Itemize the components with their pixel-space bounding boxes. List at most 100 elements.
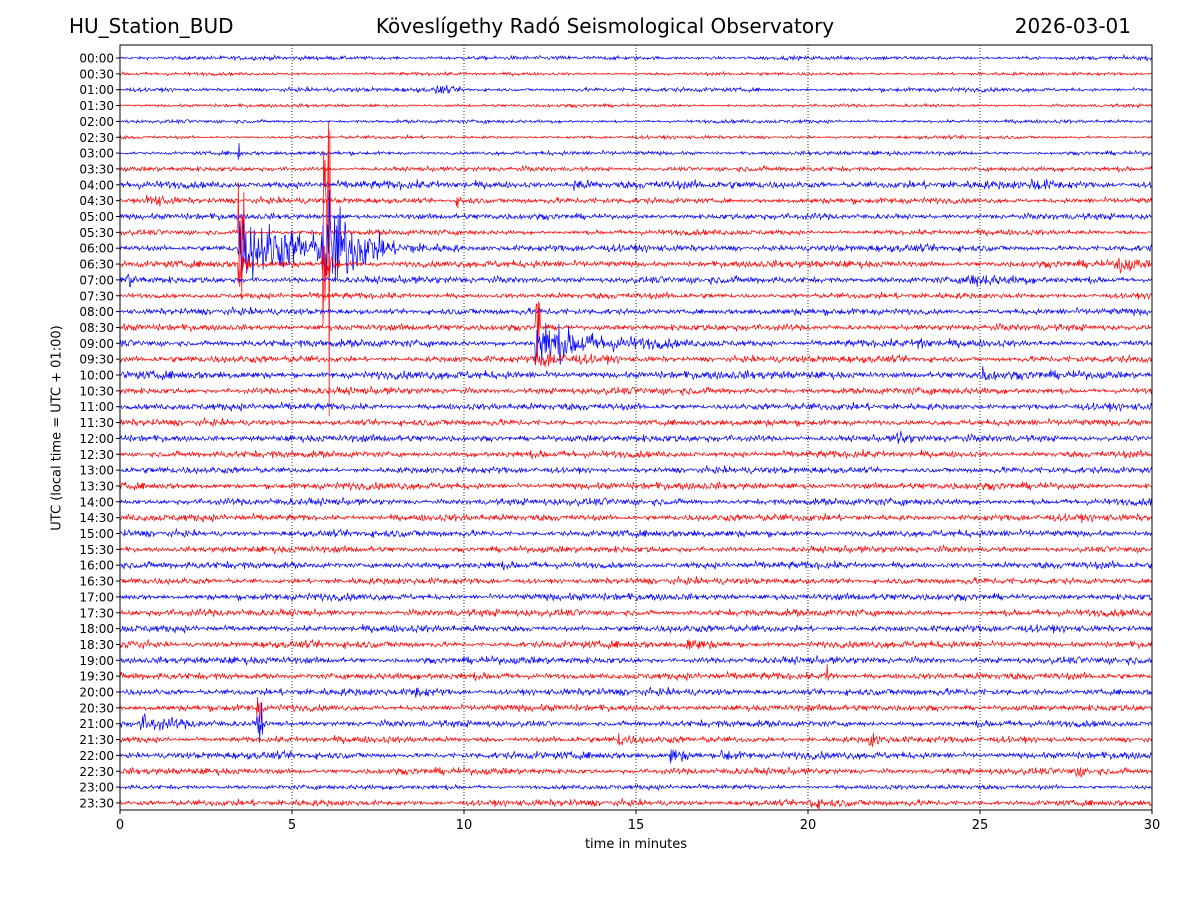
trace-1230 [119, 449, 1153, 460]
trace-0930 [119, 352, 1153, 368]
trace-1930 [119, 664, 1153, 682]
x-tick-label: 0 [116, 818, 124, 833]
trace-0130 [119, 102, 1153, 109]
trace-1300 [119, 464, 1153, 475]
trace-1830 [119, 638, 1153, 650]
trace-1800 [119, 623, 1153, 634]
y-tick-label: 12:00 [79, 432, 114, 446]
y-tick-label: 21:30 [79, 733, 114, 747]
y-axis-label: UTC (local time = UTC + 01:00) [49, 325, 65, 531]
y-tick-label: 19:00 [79, 654, 114, 668]
y-tick-label: 22:00 [79, 749, 114, 763]
trace-0330 [119, 164, 1153, 173]
trace-0830 [119, 301, 1153, 361]
y-tick-label: 18:00 [79, 622, 114, 636]
y-tick-label: 13:30 [79, 479, 114, 493]
y-tick-label: 20:30 [79, 701, 114, 715]
x-tick-label: 5 [288, 818, 296, 833]
y-tick-label: 11:00 [79, 400, 114, 414]
trace-1430 [119, 512, 1153, 524]
trace-0800 [119, 305, 1153, 317]
y-tick-label: 21:00 [79, 717, 114, 731]
trace-1530 [119, 543, 1153, 555]
y-tick-label: 22:30 [79, 765, 114, 779]
trace-2030 [119, 696, 1153, 723]
trace-0730 [119, 291, 1153, 301]
trace-0030 [119, 70, 1153, 77]
y-tick-label: 05:00 [79, 210, 114, 224]
trace-1000 [119, 366, 1153, 381]
trace-1630 [119, 575, 1153, 586]
trace-1730 [119, 607, 1153, 619]
trace-1700 [119, 592, 1153, 603]
trace-2330 [119, 797, 1153, 811]
y-tick-label: 08:30 [79, 321, 114, 335]
trace-1400 [119, 496, 1153, 508]
x-tick-label: 20 [800, 818, 817, 833]
y-tick-label: 09:00 [79, 337, 114, 351]
y-tick-label: 17:00 [79, 590, 114, 604]
y-tick-label: 23:00 [79, 781, 114, 795]
date-label: 2026-03-01 [1014, 14, 1131, 38]
y-tick-label: 17:30 [79, 606, 114, 620]
y-tick-label: 10:00 [79, 369, 114, 383]
x-tick-label: 25 [972, 818, 989, 833]
trace-2130 [119, 732, 1153, 747]
trace-0630 [119, 245, 1153, 326]
trace-0900 [119, 322, 1153, 366]
y-tick-label: 08:00 [79, 305, 114, 319]
chart-title: Köveslígethy Radó Seismological Observat… [375, 14, 835, 38]
y-tick-label: 10:30 [79, 384, 114, 398]
y-tick-label: 14:30 [79, 511, 114, 525]
trace-1130 [119, 416, 1153, 428]
y-tick-label: 14:00 [79, 495, 114, 509]
trace-0400 [119, 178, 1153, 191]
trace-2230 [119, 766, 1153, 778]
trace-1030 [119, 385, 1153, 397]
y-tick-label: 11:30 [79, 416, 114, 430]
trace-0530 [119, 122, 1153, 417]
x-axis-label: time in minutes [584, 837, 688, 852]
y-tick-label: 01:00 [79, 83, 114, 97]
trace-0230 [119, 133, 1153, 141]
y-tick-label: 00:00 [79, 52, 114, 66]
y-tick-label: 06:00 [79, 242, 114, 256]
trace-1100 [119, 401, 1153, 413]
y-tick-label: 16:00 [79, 559, 114, 573]
y-tick-label: 05:30 [79, 226, 114, 240]
y-tick-label: 04:00 [79, 178, 114, 192]
trace-2300 [119, 783, 1153, 792]
trace-0600 [119, 190, 1153, 290]
y-tick-label: 18:30 [79, 638, 114, 652]
y-tick-label: 09:30 [79, 353, 114, 367]
trace-2000 [119, 686, 1153, 698]
trace-1330 [119, 480, 1153, 492]
x-tick-label: 30 [1144, 818, 1161, 833]
x-tick-label: 10 [456, 818, 473, 833]
y-tick-label: 02:00 [79, 115, 114, 129]
y-tick-label: 04:30 [79, 194, 114, 208]
y-tick-label: 03:00 [79, 147, 114, 161]
trace-2200 [119, 749, 1153, 764]
trace-0200 [119, 118, 1153, 125]
traces [119, 53, 1153, 811]
y-tick-label: 12:30 [79, 448, 114, 462]
y-tick-label: 23:30 [79, 796, 114, 810]
trace-1600 [119, 559, 1153, 571]
trace-0700 [119, 273, 1153, 288]
x-axis: 0 5 10 15 20 25 30 [116, 810, 1160, 833]
y-tick-label: 01:30 [79, 99, 114, 113]
trace-0430 [119, 194, 1153, 209]
y-tick-label: 07:00 [79, 273, 114, 287]
y-tick-label: 00:30 [79, 67, 114, 81]
y-tick-label: 19:30 [79, 670, 114, 684]
y-tick-label: 03:30 [79, 162, 114, 176]
y-tick-label: 07:30 [79, 289, 114, 303]
y-tick-label: 20:00 [79, 686, 114, 700]
station-label: HU_Station_BUD [69, 14, 234, 38]
y-tick-label: 16:30 [79, 575, 114, 589]
trace-1900 [119, 654, 1153, 667]
y-tick-label: 13:00 [79, 464, 114, 478]
